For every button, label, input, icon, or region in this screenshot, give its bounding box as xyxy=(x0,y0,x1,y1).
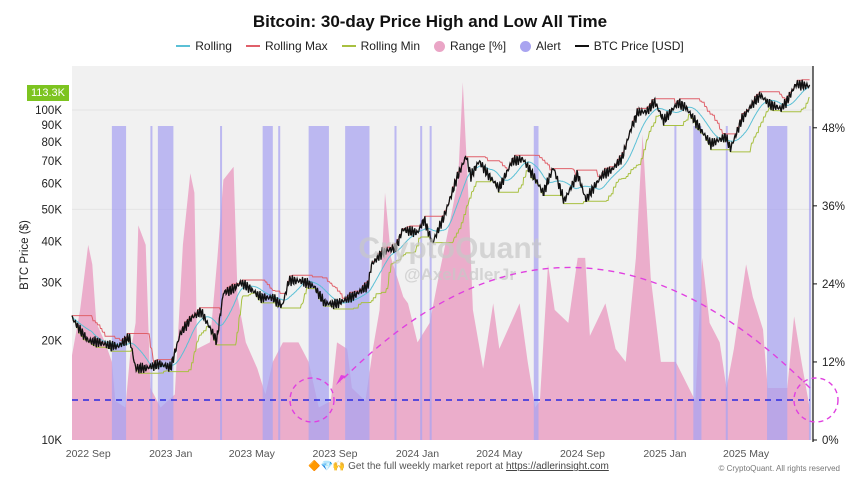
x-tick-label: 2025 Jan xyxy=(643,448,686,460)
alert-bar xyxy=(150,126,153,440)
price-swatch xyxy=(574,45,589,47)
y-tick-label: 60K xyxy=(42,178,63,190)
y2-tick-label: 48% xyxy=(822,123,845,135)
legend-label: Rolling xyxy=(195,39,232,53)
rolling-min-swatch xyxy=(341,45,356,47)
legend-btc-price[interactable]: BTC Price [USD] xyxy=(574,39,684,53)
last-price-badge: 113.3K xyxy=(27,85,69,101)
y-tick-label: 40K xyxy=(42,236,63,248)
x-tick-label: 2024 Jan xyxy=(396,448,439,460)
legend-label: BTC Price [USD] xyxy=(593,39,684,53)
watermark-handle: @AxelAdlerJr xyxy=(404,265,516,284)
alert-bar xyxy=(725,126,728,440)
annotations xyxy=(72,266,839,423)
alert-bar xyxy=(157,126,174,440)
alert-bar xyxy=(308,126,329,440)
range-area xyxy=(72,82,810,441)
legend-label: Rolling Min xyxy=(360,39,420,53)
y-tick-label: 10K xyxy=(42,435,63,447)
alert-swatch xyxy=(520,40,532,52)
legend-label: Rolling Max xyxy=(264,39,328,53)
y-tick-label: 70K xyxy=(42,156,63,168)
alert-bar xyxy=(429,126,432,440)
rolling-max-swatch xyxy=(245,45,260,47)
rolling-min-line xyxy=(71,97,810,374)
footer-link[interactable]: https://adlerinsight.com xyxy=(505,461,609,472)
legend-label: Range [%] xyxy=(450,39,507,53)
alert-bar xyxy=(420,126,423,440)
alert-bar xyxy=(220,126,223,440)
annotation-circle-2023 xyxy=(289,377,335,423)
legend-range[interactable]: Range [%] xyxy=(434,39,506,53)
x-tick-label: 2025 May xyxy=(723,448,770,460)
annotation-circle-2025 xyxy=(793,377,839,423)
x-tick-label: 2022 Sep xyxy=(66,448,111,460)
y-tick-label: 80K xyxy=(42,137,63,149)
watermark-brand: CryptoQuant xyxy=(358,232,541,265)
y-tick-label: 100K xyxy=(35,105,62,117)
legend-rolling-min[interactable]: Rolling Min xyxy=(341,39,420,53)
x-tick-label: 2024 Sep xyxy=(560,448,605,460)
y-tick-label: 20K xyxy=(42,336,63,348)
footer-emoji: 🔶💎🙌 xyxy=(308,461,346,472)
legend: Rolling Rolling Max Rolling Min Range [%… xyxy=(0,39,860,53)
alert-bar xyxy=(111,126,127,440)
y2-tick-label: 0% xyxy=(822,435,839,447)
x-tick-label: 2024 May xyxy=(476,448,523,460)
alert-bar xyxy=(394,126,397,440)
x-tick-label: 2023 May xyxy=(229,448,276,460)
legend-rolling-max[interactable]: Rolling Max xyxy=(245,39,328,53)
x-tick-label: 2023 Jan xyxy=(149,448,192,460)
legend-rolling[interactable]: Rolling xyxy=(176,39,232,53)
y-tick-label: 90K xyxy=(42,120,63,132)
legend-alert[interactable]: Alert xyxy=(520,39,561,53)
alert-bar xyxy=(767,126,788,440)
y-tick-label: 30K xyxy=(42,278,63,290)
footer: 🔶💎🙌 Get the full weekly market report at… xyxy=(308,461,609,472)
footer-text: Get the full weekly market report at xyxy=(348,461,506,472)
alert-bar xyxy=(278,126,281,440)
annotation-arc xyxy=(339,266,811,389)
alert-bar xyxy=(808,126,811,440)
y-tick-label: 50K xyxy=(42,204,63,216)
alert-bar xyxy=(674,126,677,440)
rolling-swatch xyxy=(176,45,191,47)
y2-tick-label: 12% xyxy=(822,357,845,369)
range-swatch xyxy=(434,40,445,52)
annotation-arrowhead xyxy=(336,375,346,385)
copyright: © CryptoQuant. All rights reserved xyxy=(718,464,841,473)
x-tick-label: 2023 Sep xyxy=(313,448,358,460)
y2-tick-label: 24% xyxy=(822,279,845,291)
btc-price-line xyxy=(71,79,811,374)
y2-tick-label: 36% xyxy=(822,201,845,213)
alert-bar xyxy=(262,126,273,440)
y-axis-label: BTC Price ($) xyxy=(19,220,31,290)
alert-bar xyxy=(533,126,539,440)
chart-title: Bitcoin: 30-day Price High and Low All T… xyxy=(252,12,608,31)
legend-label: Alert xyxy=(536,39,561,53)
alert-bar xyxy=(693,126,702,440)
